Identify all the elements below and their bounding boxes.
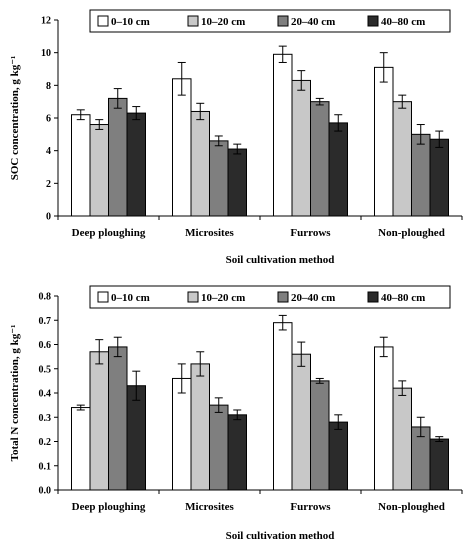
y-tick-label: 6 [46,114,51,125]
y-tick-label: 10 [41,48,51,59]
legend-swatch [97,291,109,303]
bar [190,363,210,491]
y-tick-label: 0.8 [39,292,52,303]
category-label: Microsites [185,227,234,239]
legend: 0–10 cm 10–20 cm 20–40 cm 40–80 cm [89,285,451,309]
legend-box [89,9,451,33]
legend: 0–10 cm 10–20 cm 20–40 cm 40–80 cm [89,9,451,33]
bar [392,387,412,491]
legend-swatch [367,15,379,27]
legend-box [89,285,451,309]
bar [310,380,330,491]
bar [209,404,229,491]
bar [411,133,431,217]
bar [71,407,91,491]
legend-swatch [367,291,379,303]
category-label: Furrows [290,227,331,239]
bar [89,351,109,491]
legend-label: 20–40 cm [291,16,335,28]
y-axis-label: SOC concentration, g kg⁻¹ [9,56,21,181]
bar [126,112,146,217]
legend-label: 10–20 cm [201,16,245,28]
bar [291,79,311,217]
y-tick-label: 0 [46,212,51,223]
y-tick-label: 0.1 [39,461,52,472]
category-label: Furrows [290,501,331,513]
x-axis-label: Soil cultivation method [226,254,335,266]
bar [172,377,192,491]
bar [374,66,394,217]
bar [209,140,229,217]
bar [227,148,247,217]
category-label: Microsites [185,501,234,513]
legend-label: 0–10 cm [111,16,150,28]
legend-swatch [187,291,199,303]
bar [89,124,109,217]
bar [429,438,449,491]
x-axis-label: Soil cultivation method [226,530,335,542]
bar [374,346,394,491]
legend-swatch [97,15,109,27]
bar [328,122,348,217]
bar [172,78,192,217]
legend-label: 10–20 cm [201,292,245,304]
bar [291,353,311,491]
category-label: Non-ploughed [378,227,445,239]
legend-swatch [187,15,199,27]
y-tick-label: 0.2 [39,437,52,448]
y-tick-label: 0.3 [39,413,52,424]
y-axis-label: Total N concentration, g kg⁻¹ [9,325,21,462]
bar [108,346,128,491]
chart-panel-2: 0.0 0.1 0.2 0.3 0.4 0.5 0.6 0.7 0.8 Deep ploughin… [9,285,463,542]
bar [310,101,330,217]
legend-label: 40–80 cm [381,292,425,304]
category-label: Deep ploughing [72,227,146,239]
legend-label: 20–40 cm [291,292,335,304]
y-tick-label: 2 [46,179,51,190]
bar [429,138,449,217]
category-label: Deep ploughing [72,501,146,513]
legend-swatch [277,15,289,27]
y-tick-label: 0.0 [39,486,52,497]
bar [273,322,293,491]
y-tick-label: 0.5 [39,364,52,375]
y-tick-label: 0.7 [39,316,52,327]
bar [227,414,247,491]
legend-label: 40–80 cm [381,16,425,28]
bar [328,421,348,491]
bar [71,114,91,217]
chart-panel-1: 0 2 4 6 8 10 12 Deep ploughing Microsites Furrows… [9,9,463,266]
legend-label: 0–10 cm [111,292,150,304]
y-tick-label: 4 [46,146,51,157]
y-tick-label: 8 [46,81,51,92]
legend-swatch [277,291,289,303]
bar [273,53,293,217]
y-tick-label: 12 [41,16,51,27]
bar [108,97,128,217]
bar [392,101,412,217]
bar [190,110,210,217]
y-tick-label: 0.6 [39,340,52,351]
bar [126,385,146,491]
category-label: Non-ploughed [378,501,445,513]
y-tick-label: 0.4 [39,389,52,400]
